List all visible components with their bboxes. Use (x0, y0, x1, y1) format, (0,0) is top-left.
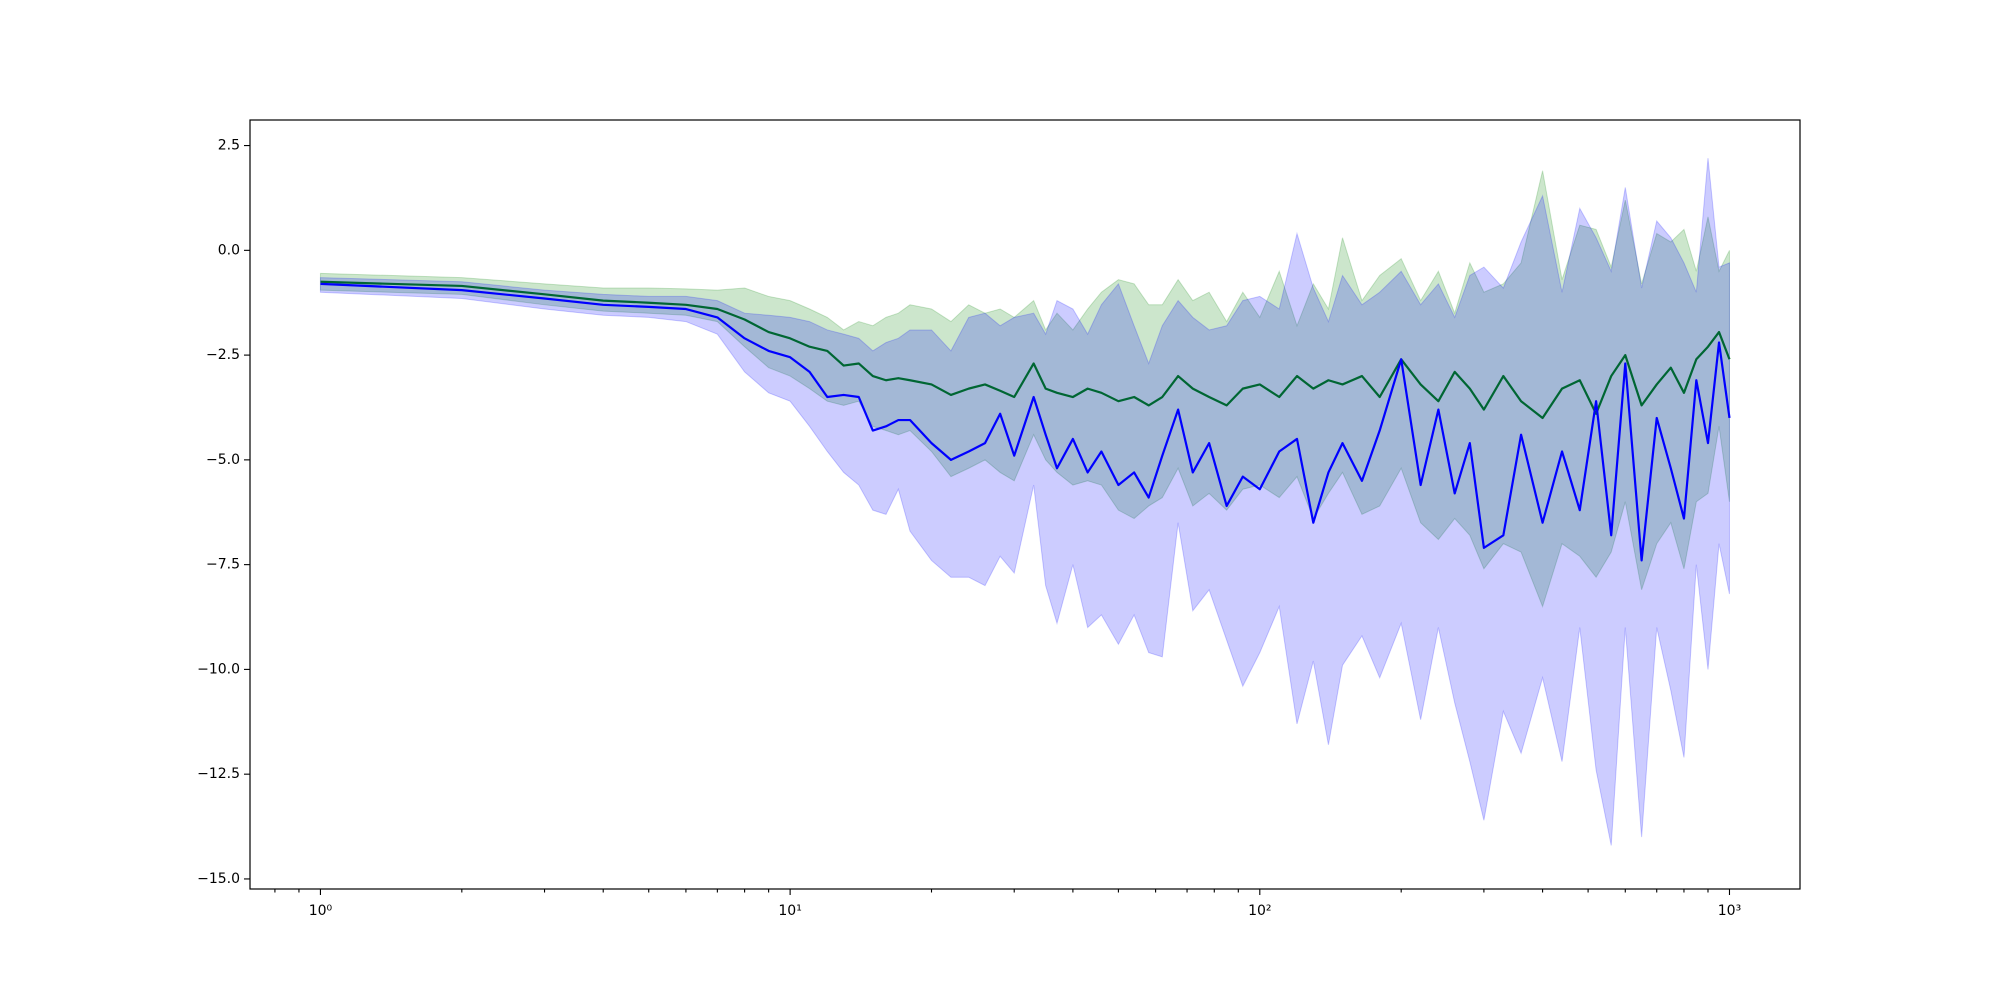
band (319, 170, 1730, 609)
y-tick-label: 0.0 (218, 242, 240, 258)
x-tick-label: 10² (1248, 903, 1271, 919)
y-tick-label: −2.5 (206, 347, 240, 363)
line (320, 282, 1731, 562)
x-tick-label: 10³ (1718, 903, 1741, 919)
y-tick-label: 2.5 (218, 138, 240, 154)
y-tick-label: −12.5 (197, 766, 240, 782)
y-tick-label: −5.0 (206, 452, 240, 468)
x-tick-label: 10¹ (778, 903, 801, 919)
band (319, 158, 1730, 846)
y-tick-label: −10.0 (197, 661, 240, 677)
axes-frame (249, 119, 1801, 890)
x-tick-label: 10⁰ (309, 903, 333, 919)
line (320, 280, 1731, 420)
y-tick-label: −7.5 (206, 557, 240, 573)
plot-area (319, 158, 1731, 846)
y-tick-label: −15.0 (197, 871, 240, 887)
